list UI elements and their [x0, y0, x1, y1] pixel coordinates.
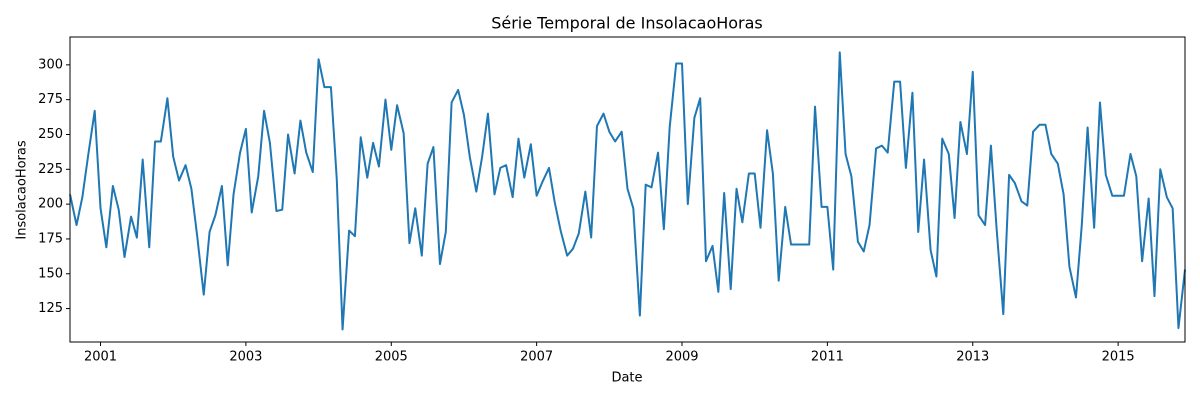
x-tick-label: 2015 [1102, 350, 1135, 365]
plot-frame [69, 36, 1186, 343]
chart-title: Série Temporal de InsolacaoHoras [491, 14, 763, 33]
x-tick-label: 2009 [665, 350, 698, 365]
y-tick-label: 200 [38, 197, 63, 212]
y-tick-label: 300 [38, 57, 63, 72]
x-tick-label: 2003 [229, 350, 262, 365]
x-tick-label: 2011 [811, 350, 844, 365]
x-tick-label: 2001 [84, 350, 117, 365]
series-line [69, 51, 1186, 331]
y-tick-label: 225 [38, 162, 63, 177]
y-tick-label: 275 [38, 92, 63, 107]
x-axis-label: Date [611, 371, 642, 386]
x-tick-label: 2013 [956, 350, 989, 365]
y-axis-label: InsolacaoHoras [15, 140, 30, 239]
y-tick-label: 175 [38, 231, 63, 246]
y-tick-label: 125 [38, 301, 63, 316]
x-tick-label: 2005 [375, 350, 408, 365]
y-tick-label: 150 [38, 266, 63, 281]
y-tick-label: 250 [38, 127, 63, 142]
x-tick-label: 2007 [520, 350, 553, 365]
